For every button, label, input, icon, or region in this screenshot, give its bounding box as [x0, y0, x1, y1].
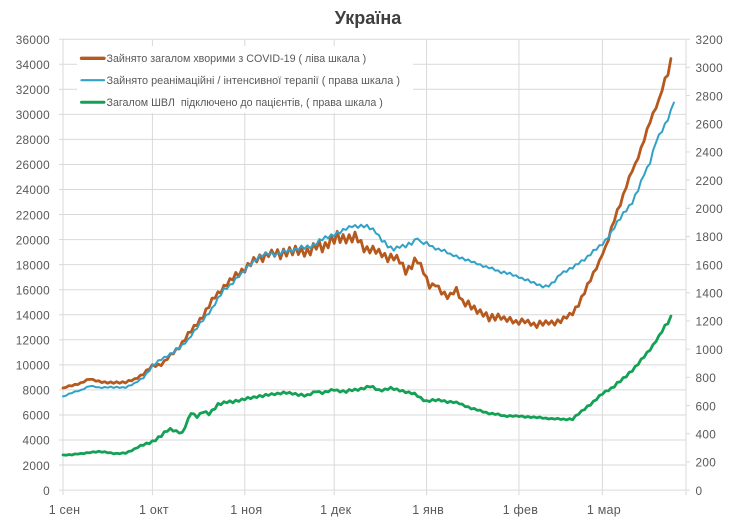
- svg-text:2000: 2000: [696, 202, 724, 216]
- svg-text:1 ноя: 1 ноя: [230, 503, 262, 517]
- svg-text:1000: 1000: [696, 343, 724, 357]
- svg-text:200: 200: [696, 456, 717, 470]
- svg-text:Загалом ШВЛ підключено до пац: Загалом ШВЛ підключено до пацієнтів, ( п…: [107, 97, 383, 109]
- svg-text:26000: 26000: [16, 158, 50, 172]
- svg-text:2200: 2200: [696, 174, 724, 188]
- svg-text:2800: 2800: [696, 89, 724, 103]
- svg-text:2000: 2000: [23, 459, 51, 473]
- svg-text:28000: 28000: [16, 133, 50, 147]
- svg-text:4000: 4000: [23, 434, 51, 448]
- svg-text:1800: 1800: [696, 230, 724, 244]
- svg-text:1200: 1200: [696, 315, 724, 329]
- svg-text:16000: 16000: [16, 283, 50, 297]
- svg-text:0: 0: [43, 484, 50, 498]
- svg-text:800: 800: [696, 371, 717, 385]
- svg-text:1 дек: 1 дек: [320, 503, 351, 517]
- svg-text:400: 400: [696, 427, 717, 441]
- svg-text:18000: 18000: [16, 258, 50, 272]
- svg-text:6000: 6000: [23, 409, 51, 423]
- svg-text:34000: 34000: [16, 58, 50, 72]
- svg-text:Зайнято реанімаційні / інтенси: Зайнято реанімаційні / інтенсивної терап…: [107, 75, 400, 87]
- svg-text:14000: 14000: [16, 309, 50, 323]
- svg-text:1 окт: 1 окт: [139, 503, 169, 517]
- svg-text:2400: 2400: [696, 146, 724, 160]
- svg-text:32000: 32000: [16, 83, 50, 97]
- svg-text:22000: 22000: [16, 208, 50, 222]
- svg-text:20000: 20000: [16, 233, 50, 247]
- svg-text:600: 600: [696, 399, 717, 413]
- svg-text:24000: 24000: [16, 183, 50, 197]
- svg-text:1 сен: 1 сен: [49, 503, 81, 517]
- svg-text:Зайнято загалом хворими з COVI: Зайнято загалом хворими з COVID-19 ( лів…: [107, 53, 367, 65]
- svg-text:Україна: Україна: [335, 8, 402, 28]
- svg-text:1 фев: 1 фев: [503, 503, 538, 517]
- svg-text:1 мар: 1 мар: [587, 503, 621, 517]
- svg-text:2600: 2600: [696, 117, 724, 131]
- svg-text:12000: 12000: [16, 334, 50, 348]
- svg-text:36000: 36000: [16, 33, 50, 47]
- svg-text:1600: 1600: [696, 258, 724, 272]
- svg-text:8000: 8000: [23, 384, 51, 398]
- svg-text:3200: 3200: [696, 33, 724, 47]
- svg-text:3000: 3000: [696, 61, 724, 75]
- svg-text:1400: 1400: [696, 287, 724, 301]
- svg-text:30000: 30000: [16, 108, 50, 122]
- svg-text:0: 0: [696, 484, 703, 498]
- svg-text:10000: 10000: [16, 359, 50, 373]
- svg-text:1 янв: 1 янв: [412, 503, 444, 517]
